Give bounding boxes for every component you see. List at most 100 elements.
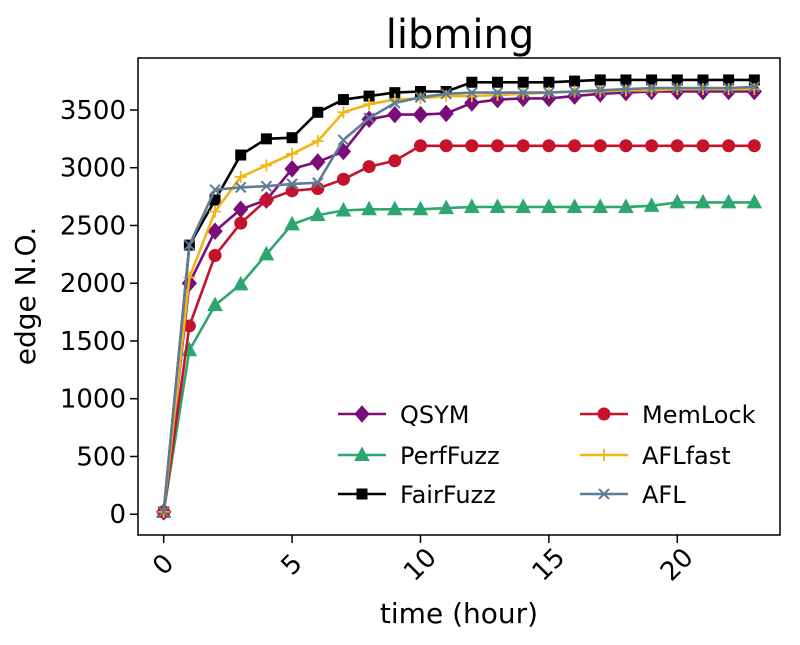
data-point-aflfast <box>234 170 247 183</box>
legend-label: FairFuzz <box>400 481 496 509</box>
data-point-memlock <box>747 139 761 153</box>
data-point-memlock <box>722 139 736 153</box>
legend-item-fairfuzz: FairFuzz <box>338 481 496 509</box>
data-point-perffuzz <box>361 200 377 216</box>
legend-marker <box>354 405 370 423</box>
data-point-aflfast <box>286 147 299 160</box>
data-point-perffuzz <box>464 198 480 213</box>
data-point-memlock <box>568 139 582 153</box>
data-point-perffuzz <box>489 198 506 213</box>
data-point-memlock <box>182 319 196 333</box>
data-point-fairfuzz <box>337 94 349 106</box>
axes-frame <box>137 57 781 536</box>
data-point-perffuzz <box>592 198 609 213</box>
x-tick-label: 20 <box>655 543 700 588</box>
data-point-afl <box>183 239 196 251</box>
data-point-perffuzz <box>284 215 300 231</box>
data-point-fairfuzz <box>414 85 426 97</box>
data-point-fairfuzz <box>260 133 272 145</box>
data-point-afl <box>491 86 504 99</box>
legend-marker <box>356 488 368 500</box>
data-point-aflfast <box>363 98 376 111</box>
data-point-memlock <box>439 139 453 153</box>
data-point-memlock <box>593 139 607 153</box>
x-axis-label: time (hour) <box>380 597 538 630</box>
series-fairfuzz <box>158 74 760 518</box>
legend-marker <box>598 488 610 500</box>
data-point-perffuzz <box>258 245 275 261</box>
data-point-afl <box>337 134 350 146</box>
data-point-aflfast <box>645 84 658 97</box>
data-point-perffuzz <box>232 275 249 291</box>
data-point-memlock <box>516 139 530 153</box>
data-point-perffuzz <box>335 201 352 217</box>
data-point-fairfuzz <box>235 149 247 161</box>
plot-area <box>155 74 763 521</box>
chart-title: libming <box>386 12 534 58</box>
data-point-qsym <box>412 105 429 124</box>
data-point-afl <box>594 84 606 97</box>
x-tick-label: 5 <box>276 549 309 582</box>
data-point-qsym <box>464 94 480 112</box>
legend-label: QSYM <box>400 401 470 429</box>
legend-item-memlock: MemLock <box>580 401 756 429</box>
data-point-afl <box>363 112 375 124</box>
legend-label: AFLfast <box>642 442 731 470</box>
data-point-fairfuzz <box>286 132 298 144</box>
data-point-fairfuzz <box>594 74 606 86</box>
y-tick-label: 2000 <box>60 269 126 299</box>
y-tick-label: 0 <box>109 500 126 530</box>
data-point-afl <box>671 82 683 94</box>
x-axis: 0 5 10 15 20 <box>147 535 700 588</box>
data-point-fairfuzz <box>748 74 760 86</box>
data-point-memlock <box>491 139 505 153</box>
data-point-perffuzz <box>618 198 634 213</box>
series-memlock <box>157 139 761 519</box>
data-point-fairfuzz <box>312 106 324 118</box>
series-line-afl <box>162 85 755 513</box>
data-point-afl <box>157 506 170 518</box>
legend-item-qsym: QSYM <box>338 401 470 429</box>
data-point-afl <box>209 183 221 196</box>
data-point-afl <box>235 181 247 194</box>
y-tick-label: 1500 <box>60 327 126 357</box>
data-point-fairfuzz <box>209 194 221 206</box>
x-tick-label: 10 <box>398 543 443 588</box>
data-point-memlock <box>336 172 350 186</box>
y-tick-label: 2500 <box>60 211 126 241</box>
data-point-afl <box>286 178 298 190</box>
data-point-fairfuzz <box>543 76 555 88</box>
data-point-fairfuzz <box>492 76 504 88</box>
data-point-perffuzz <box>720 193 737 209</box>
data-point-memlock <box>465 139 479 153</box>
data-point-fairfuzz <box>363 90 375 102</box>
data-point-fairfuzz <box>466 76 478 88</box>
data-point-qsym <box>207 222 223 241</box>
data-point-memlock <box>362 160 376 174</box>
x-tick-label: 0 <box>147 549 180 582</box>
legend-label: MemLock <box>642 401 756 429</box>
legend: QSYM PerfFuzz FairFuzz MemLock AFLfast AFL <box>338 401 756 509</box>
series-perffuzz <box>155 193 763 518</box>
data-point-afl <box>440 88 452 100</box>
data-point-afl <box>645 82 658 94</box>
data-point-aflfast <box>311 135 324 148</box>
data-point-perffuzz <box>541 198 557 213</box>
data-point-fairfuzz <box>620 74 632 86</box>
data-point-afl <box>260 180 273 192</box>
legend-marker <box>598 449 610 461</box>
data-point-perffuzz <box>412 200 429 216</box>
data-point-fairfuzz <box>517 76 529 88</box>
y-tick-label: 1000 <box>60 385 126 415</box>
series-afl <box>157 81 761 518</box>
data-point-fairfuzz <box>389 87 401 99</box>
data-point-memlock <box>234 216 248 230</box>
data-point-memlock <box>259 193 273 207</box>
data-point-memlock <box>670 139 684 153</box>
data-point-memlock <box>542 139 556 153</box>
data-point-qsym <box>284 160 300 178</box>
data-point-perffuzz <box>695 193 711 209</box>
y-tick-label: 3000 <box>60 154 126 184</box>
legend-label: PerfFuzz <box>400 442 500 470</box>
